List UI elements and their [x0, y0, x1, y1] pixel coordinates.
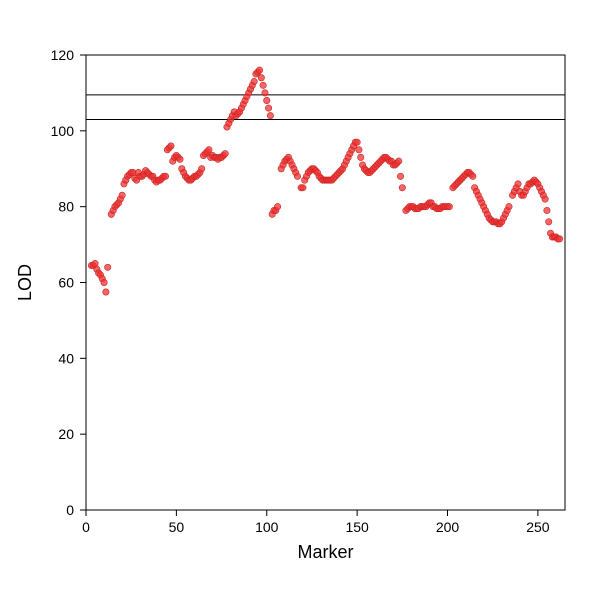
x-tick-label: 200	[436, 519, 460, 535]
y-tick-label: 60	[58, 275, 74, 291]
data-point	[294, 173, 300, 179]
data-point	[397, 173, 403, 179]
y-tick-label: 80	[58, 199, 74, 215]
data-point	[177, 156, 183, 162]
data-point	[222, 150, 228, 156]
data-point	[262, 90, 268, 96]
data-point	[446, 203, 452, 209]
data-point	[103, 289, 109, 295]
data-point	[274, 203, 280, 209]
data-point	[265, 105, 271, 111]
y-tick-label: 40	[58, 350, 74, 366]
data-point	[101, 279, 107, 285]
data-point	[356, 147, 362, 153]
y-tick-label: 0	[66, 502, 74, 518]
data-point	[256, 67, 262, 73]
data-point	[251, 78, 257, 84]
data-point	[358, 154, 364, 160]
data-point	[104, 264, 110, 270]
y-tick-label: 100	[51, 123, 75, 139]
x-tick-label: 0	[82, 519, 90, 535]
y-axis-label: LOD	[15, 264, 35, 301]
data-point	[206, 147, 212, 153]
data-point	[396, 158, 402, 164]
lod-scatter-chart: 0 50 100 150 200 250 0 20 40 60 80 100 120 Marker LOD	[0, 0, 600, 600]
x-tick-label: 100	[255, 519, 279, 535]
data-point	[267, 112, 273, 118]
data-point	[546, 219, 552, 225]
x-tick-label: 150	[345, 519, 369, 535]
data-point	[260, 82, 266, 88]
data-point	[399, 185, 405, 191]
data-point	[168, 143, 174, 149]
y-tick-label: 120	[51, 47, 75, 63]
data-point	[470, 173, 476, 179]
y-tick-label: 20	[58, 426, 74, 442]
data-point	[556, 236, 562, 242]
data-point	[119, 192, 125, 198]
data-point	[544, 207, 550, 213]
data-point	[258, 75, 264, 81]
data-point	[542, 196, 548, 202]
x-axis-label: Marker	[297, 542, 353, 562]
chart-svg: 0 50 100 150 200 250 0 20 40 60 80 100 120 Marker LOD	[0, 0, 600, 600]
data-point	[506, 203, 512, 209]
data-point	[264, 97, 270, 103]
data-point	[300, 185, 306, 191]
x-tick-label: 250	[526, 519, 550, 535]
x-tick-label: 50	[169, 519, 185, 535]
data-point	[515, 181, 521, 187]
data-point	[198, 166, 204, 172]
data-point	[162, 173, 168, 179]
data-point	[354, 139, 360, 145]
